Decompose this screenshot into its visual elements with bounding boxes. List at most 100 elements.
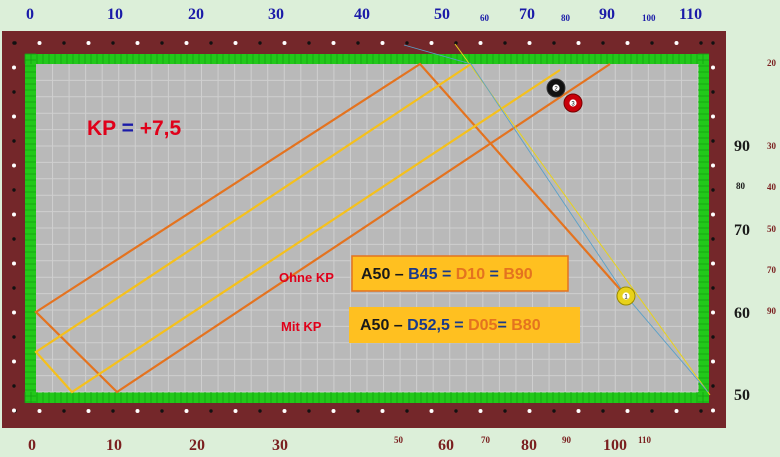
cushion-segments [24, 53, 709, 403]
mit-kp-e: B80 [511, 317, 540, 334]
diamond-dot [454, 41, 458, 45]
ohne-kp-eq2: = [485, 266, 503, 283]
diamond-dot [711, 114, 715, 119]
kp-equals: = [116, 117, 140, 140]
ball-3: 3 [563, 93, 583, 113]
bottom-scale-70: 70 [481, 435, 491, 445]
bottom-scale-90: 90 [562, 435, 572, 445]
diamond-dot [12, 286, 16, 290]
aim-line-yellow [454, 43, 711, 396]
ohne-kp-label: Ohne KP [279, 270, 334, 285]
diamond-dot [12, 90, 16, 94]
diamond-dot [711, 286, 715, 290]
diamond-dot [711, 41, 715, 45]
diamond-dot [711, 139, 715, 143]
right-scale: 90 80 70 60 50 20 30 40 50 70 90 [734, 58, 777, 404]
right-scale-20: 20 [767, 58, 777, 68]
diamond-dot [184, 41, 189, 45]
diamond-dot [209, 41, 213, 45]
diamond-dot [12, 237, 16, 241]
bottom-scale-0: 0 [28, 437, 36, 454]
diamond-dot [62, 41, 66, 45]
svg-text:1: 1 [624, 295, 628, 301]
diamond-dot [405, 409, 409, 413]
diamond-dot [503, 409, 507, 413]
diamond-dot [711, 261, 715, 266]
diamond-dot [552, 409, 556, 413]
mit-kp-box [349, 307, 580, 343]
diamond-dot [12, 408, 16, 413]
kp-label: KP [87, 117, 116, 140]
diamond-dot [711, 408, 715, 413]
kp-formula: KP = +7,5 [87, 117, 182, 140]
right-scale-40: 40 [767, 182, 777, 192]
ohne-kp-b: B45 [408, 266, 437, 283]
diamond-dot [527, 409, 532, 413]
ball-2: 2 [546, 78, 566, 98]
diamond-dot [601, 409, 605, 413]
diamond-dot [711, 188, 715, 192]
right-scale-90: 90 [734, 138, 750, 155]
top-scale-60: 60 [480, 13, 490, 23]
diamond-dot [711, 163, 715, 168]
diamond-dot [12, 261, 16, 266]
diamond-dot [478, 409, 483, 413]
diamond-dot [12, 114, 16, 119]
diamond-dot [12, 139, 16, 143]
diamond-dot [503, 41, 507, 45]
diamond-dot [331, 41, 336, 45]
top-scale-100: 100 [642, 13, 656, 23]
diamond-dot [527, 41, 532, 45]
ohne-kp-e: B90 [503, 266, 532, 283]
bottom-scale-30: 30 [272, 437, 288, 454]
diamond-dot [711, 212, 715, 217]
diamond-dot [12, 41, 16, 45]
diamond-dot [37, 409, 42, 413]
diamond-dot [356, 409, 360, 413]
right-scale-80: 80 [736, 181, 746, 191]
diamond-markers [12, 41, 715, 413]
ball-1: 1 [616, 286, 636, 306]
diamond-dot [454, 409, 458, 413]
svg-text:3: 3 [571, 102, 575, 108]
diamond-dot [258, 409, 262, 413]
right-scale-70: 70 [734, 222, 750, 239]
diamond-dot [307, 41, 311, 45]
diamond-dot [12, 310, 16, 315]
diamond-dot [209, 409, 213, 413]
diamond-dot [576, 409, 581, 413]
top-scale-10: 10 [107, 6, 123, 23]
mit-kp-b: D52,5 [407, 317, 450, 334]
diamond-dot [380, 409, 385, 413]
mit-kp-formula: A50 – D52,5 = D05= B80 [360, 317, 541, 334]
mit-kp-eq2: = [497, 317, 511, 334]
diamond-dot [380, 41, 385, 45]
diamond-dot [711, 335, 715, 339]
diamond-dot [62, 409, 66, 413]
diamond-dot [429, 409, 434, 413]
diamond-dot [674, 409, 679, 413]
kp-value: +7,5 [140, 117, 182, 140]
diamond-dot [552, 41, 556, 45]
diamond-dot [699, 409, 703, 413]
diamond-dot [711, 384, 715, 388]
diamond-dot [12, 65, 16, 70]
diamond-dot [625, 41, 630, 45]
bottom-scale-80: 80 [521, 437, 537, 454]
top-scale-80: 80 [561, 13, 571, 23]
diamond-dot [625, 409, 630, 413]
diamond-dot [331, 409, 336, 413]
diamond-dot [711, 65, 715, 70]
top-scale-30: 30 [268, 6, 284, 23]
diamond-dot [601, 41, 605, 45]
diamond-dot [711, 90, 715, 94]
diamond-dot [356, 41, 360, 45]
bottom-scale-10: 10 [106, 437, 122, 454]
ohne-kp-a: A50 [361, 266, 390, 283]
diamond-dot [160, 41, 164, 45]
bottom-scale-50: 50 [394, 435, 404, 445]
diamond-dot [160, 409, 164, 413]
diamond-dot [650, 409, 654, 413]
mit-kp-a: A50 [360, 317, 389, 334]
